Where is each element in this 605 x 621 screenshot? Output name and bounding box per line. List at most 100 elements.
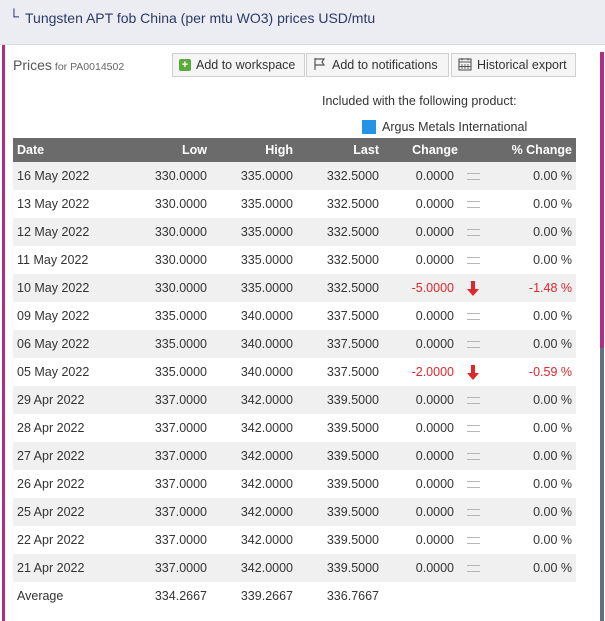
cell-high: 342.0000 [240,421,293,435]
cell-low: 337.0000 [154,505,207,519]
scrollbar-thumb[interactable] [600,52,604,348]
cell-high: 335.0000 [240,169,293,183]
cell-pct-change: 0.00 % [533,421,572,435]
cell-last: 339.5000 [326,533,379,547]
cell-low: 335.0000 [154,337,207,351]
cell-high: 342.0000 [240,505,293,519]
cell-last: 339.5000 [326,561,379,575]
cell-date: 12 May 2022 [17,225,90,239]
cell-date: 26 Apr 2022 [17,477,85,491]
cell-low: 337.0000 [154,393,207,407]
table-row: 12 May 2022 330.0000 335.0000 332.5000 0.000… [13,218,576,246]
table-body: 16 May 2022 330.0000 335.0000 332.5000 0.000… [13,162,576,582]
cell-pct-change: -0.59 % [528,365,572,379]
cell-high: 335.0000 [240,281,293,295]
table-row: 06 May 2022 335.0000 340.0000 337.5000 0.000… [13,330,576,358]
cell-last: 337.5000 [326,309,379,323]
table-row: 27 Apr 2022 337.0000 342.0000 339.5000 0.000… [13,442,576,470]
cell-date: 22 Apr 2022 [17,533,85,547]
cell-change: 0.0000 [415,337,454,351]
column-header-date[interactable]: Date [17,143,45,157]
cell-high: 340.0000 [240,309,293,323]
cell-last: 332.5000 [326,197,379,211]
cell-change: 0.0000 [415,421,454,435]
column-header-high[interactable]: High [265,143,293,157]
add-to-workspace-button[interactable]: + Add to workspace [172,53,305,77]
cell-pct-change: 0.00 % [533,197,572,211]
cell-change: 0.0000 [415,197,454,211]
no-change-icon [458,162,488,190]
hierarchy-corner-icon: └ [9,8,19,24]
column-header-pct-change[interactable]: % Change [511,143,572,157]
cell-low: 337.0000 [154,477,207,491]
cell-change: 0.0000 [415,225,454,239]
no-change-icon [458,330,488,358]
average-label: Average [17,589,64,603]
calendar-icon [458,57,472,74]
no-change-icon [458,414,488,442]
table-row: 09 May 2022 335.0000 340.0000 337.5000 0.000… [13,302,576,330]
cell-low: 330.0000 [154,281,207,295]
cell-date: 05 May 2022 [17,365,90,379]
no-change-icon [458,190,488,218]
cell-pct-change: 0.00 % [533,449,572,463]
cell-high: 342.0000 [240,533,293,547]
table-row: 16 May 2022 330.0000 335.0000 332.5000 0.000… [13,162,576,190]
table-row: 25 Apr 2022 337.0000 342.0000 339.5000 0.000… [13,498,576,526]
cell-date: 16 May 2022 [17,169,90,183]
cell-last: 337.5000 [326,337,379,351]
scrollbar-track[interactable] [600,348,604,621]
cell-pct-change: 0.00 % [533,337,572,351]
cell-high: 342.0000 [240,477,293,491]
historical-export-button[interactable]: Historical export [451,53,576,77]
left-accent-bar [2,45,5,621]
cell-last: 337.5000 [326,365,379,379]
cell-low: 330.0000 [154,253,207,267]
cell-pct-change: -1.48 % [528,281,572,295]
cell-last: 339.5000 [326,477,379,491]
cell-date: 27 Apr 2022 [17,449,85,463]
add-to-notifications-button[interactable]: Add to notifications [306,53,449,77]
cell-high: 335.0000 [240,225,293,239]
cell-high: 342.0000 [240,449,293,463]
cell-date: 06 May 2022 [17,337,90,351]
title-bar: └ Tungsten APT fob China (per mtu WO3) p… [0,0,605,45]
cell-last: 332.5000 [326,225,379,239]
table-row: 21 Apr 2022 337.0000 342.0000 339.5000 0.000… [13,554,576,582]
cell-pct-change: 0.00 % [533,561,572,575]
cell-change: 0.0000 [415,449,454,463]
prices-heading: Prices for PA0014502 [13,57,124,73]
prices-table: Date Low High Last Change % Change 16 Ma… [13,138,576,610]
cell-high: 335.0000 [240,253,293,267]
no-change-icon [458,442,488,470]
cell-pct-change: 0.00 % [533,309,572,323]
no-change-icon [458,386,488,414]
cell-low: 337.0000 [154,421,207,435]
column-header-last[interactable]: Last [353,143,379,157]
flag-icon [313,57,327,74]
plus-icon: + [179,59,191,71]
cell-last: 332.5000 [326,169,379,183]
add-to-workspace-label: Add to workspace [196,58,296,72]
column-header-change[interactable]: Change [412,143,458,157]
cell-change: 0.0000 [415,253,454,267]
cell-last: 339.5000 [326,421,379,435]
cell-date: 28 Apr 2022 [17,421,85,435]
product-link[interactable]: Argus Metals International [362,120,527,134]
product-color-swatch [362,120,376,134]
average-last: 336.7667 [326,589,379,603]
included-with-text: Included with the following product: [322,94,517,108]
table-row: 26 Apr 2022 337.0000 342.0000 339.5000 0.000… [13,470,576,498]
cell-low: 335.0000 [154,365,207,379]
cell-pct-change: 0.00 % [533,533,572,547]
column-header-low[interactable]: Low [182,143,207,157]
table-row: 28 Apr 2022 337.0000 342.0000 339.5000 0.000… [13,414,576,442]
cell-low: 330.0000 [154,169,207,183]
no-change-icon [458,218,488,246]
column-header-direction [458,138,488,162]
no-change-icon [458,302,488,330]
cell-change: 0.0000 [415,477,454,491]
cell-change: -5.0000 [411,281,454,295]
cell-change: 0.0000 [415,505,454,519]
cell-high: 340.0000 [240,365,293,379]
